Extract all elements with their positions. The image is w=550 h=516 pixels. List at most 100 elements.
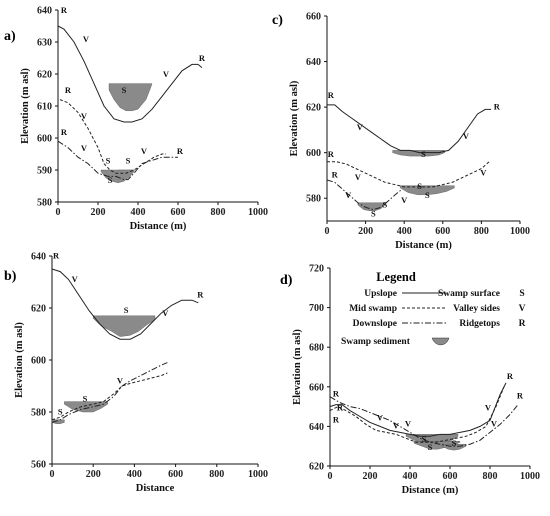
annotation-r: R	[65, 85, 72, 95]
y-tick-label: 640	[31, 252, 46, 263]
legend-feature-label: Swamp surface	[438, 289, 500, 299]
annotation-s: S	[421, 149, 426, 159]
annotation-s: S	[428, 442, 433, 452]
panel-a: a) 0 200 400 600 800 1000 580 590 600 610 620 630 64…	[4, 5, 268, 232]
x-tick-label: 200	[358, 226, 373, 237]
sediment-fill	[413, 441, 461, 450]
x-tick-label: 1000	[510, 226, 530, 237]
annotation-r: R	[328, 149, 335, 159]
annotation-s: S	[83, 394, 88, 404]
annotation-v: V	[485, 403, 492, 413]
annotation-s: S	[122, 85, 127, 95]
annotation-v: V	[491, 418, 498, 428]
x-tick-label: 200	[363, 471, 378, 482]
y-tick-label: 720	[309, 264, 324, 275]
series-line-mid-swamp	[51, 372, 168, 421]
x-tick-label: 1000	[248, 469, 268, 480]
y-axis-title: Elevation (m asl)	[292, 329, 303, 405]
panel-label-a: a)	[4, 29, 16, 44]
annotation-r: R	[199, 53, 206, 63]
sediment-fill	[392, 150, 445, 157]
annotation-s: S	[383, 199, 388, 209]
annotation-r: R	[333, 389, 340, 399]
series-line-downslope	[51, 362, 168, 423]
x-tick-label: 0	[328, 471, 333, 482]
x-tick-label: 0	[325, 226, 330, 237]
y-tick-label: 620	[31, 304, 46, 315]
y-tick-label: 680	[309, 343, 324, 354]
panel-b: b) 0 200 400 600 800 1000 560 580 600 620 640 Dista…	[4, 251, 268, 494]
x-tick-label: 400	[131, 207, 146, 218]
y-tick-label: 640	[309, 422, 324, 433]
legend-series-label: Upslope	[364, 289, 397, 299]
annotation-r: R	[494, 101, 501, 111]
annotation-r: R	[177, 146, 184, 156]
annotation-r: R	[337, 403, 344, 413]
legend-feature-symbol: V	[519, 304, 526, 314]
annotation-v: V	[81, 143, 88, 153]
annotation-r: R	[517, 391, 524, 401]
y-tick-label: 630	[37, 38, 52, 49]
x-tick-label: 1000	[248, 207, 268, 218]
panel-label-c: c)	[272, 13, 283, 28]
annotation-v: V	[72, 274, 79, 284]
y-axis-title: Elevation (m asl)	[20, 68, 31, 144]
annotation-v: V	[377, 412, 384, 422]
x-axis-title: Distance (m)	[402, 485, 459, 496]
legend-feature-symbol: R	[519, 319, 526, 329]
panel-c: c) 0 200 400 600 800 1000 580 600 620 640 660 Dista…	[272, 12, 530, 252]
annotation-v: V	[83, 34, 90, 44]
y-tick-label: 660	[309, 382, 324, 393]
legend-feature-label: Valley sides	[453, 304, 500, 314]
legend-series-label: Downslope	[353, 319, 397, 329]
series-line-upslope	[57, 25, 203, 123]
y-tick-label: 620	[37, 70, 52, 81]
y-axis-title: Elevation (m asl)	[289, 80, 300, 156]
x-tick-label: 600	[171, 207, 186, 218]
y-axis-title: Elevation (m asl)	[14, 322, 25, 398]
legend-feature-label: Ridgetops	[459, 319, 500, 329]
x-axis-title: Distance (m)	[395, 240, 452, 251]
panel-label-d: d)	[280, 273, 293, 288]
series-line-mid-swamp	[59, 99, 166, 174]
annotation-r: R	[61, 5, 68, 15]
annotation-r: R	[61, 127, 68, 137]
annotation-v: V	[345, 190, 352, 200]
panel-c-content: 0 200 400 600 800 1000 580 600 620 640 660 Distance…	[289, 12, 530, 252]
annotation-s: S	[422, 434, 427, 444]
annotation-v: V	[141, 146, 148, 156]
annotation-r: R	[507, 371, 514, 381]
x-tick-label: 600	[168, 469, 183, 480]
x-tick-label: 200	[86, 469, 101, 480]
annotation-r: R	[333, 414, 340, 424]
y-tick-label: 600	[31, 356, 46, 367]
series-line-mid-swamp	[327, 161, 490, 188]
annotation-v: V	[405, 418, 412, 428]
panel-d-content: 0 200 400 600 800 1000 620 640 660 680 700 720 Dista…	[292, 264, 540, 497]
y-tick-label: 640	[306, 57, 321, 68]
y-tick-label: 600	[37, 134, 52, 145]
x-tick-label: 400	[403, 471, 418, 482]
annotation-r: R	[197, 290, 204, 300]
series-line-downslope	[329, 396, 519, 447]
annotation-r: R	[332, 170, 339, 180]
x-tick-label: 600	[435, 226, 450, 237]
series-line-upslope	[327, 104, 492, 154]
legend-feature-symbol: S	[519, 289, 524, 299]
annotation-v: V	[357, 122, 364, 132]
annotation-s: S	[417, 181, 422, 191]
x-tick-label: 200	[91, 207, 106, 218]
panel-label-b: b)	[4, 269, 17, 284]
legend: Legend Upslope Swamp surface S Mid swamp Val…	[341, 270, 526, 347]
annotation-v: V	[401, 195, 408, 205]
y-tick-label: 700	[309, 303, 324, 314]
annotation-v: V	[480, 167, 487, 177]
panel-a-content: 0 200 400 600 800 1000 580 590 600 610 620 630 640 Di…	[20, 5, 268, 232]
annotation-s: S	[106, 156, 111, 166]
y-tick-label: 580	[31, 408, 46, 419]
sediment-fill	[400, 185, 455, 196]
y-tick-label: 620	[309, 462, 324, 473]
series-line-downslope	[326, 179, 403, 211]
annotation-v: V	[81, 111, 88, 121]
